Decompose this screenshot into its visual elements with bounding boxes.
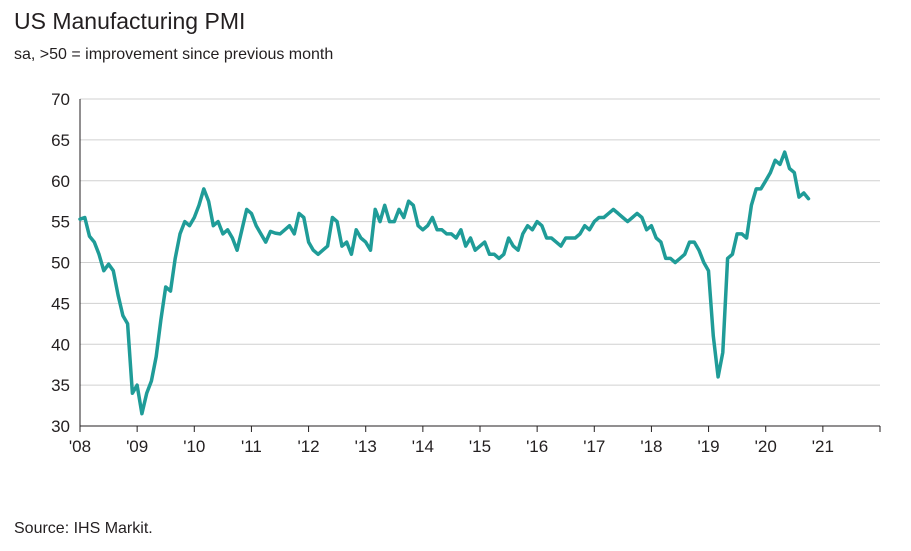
chart-subtitle: sa, >50 = improvement since previous mon…	[14, 46, 334, 63]
series-line-pmi	[78, 150, 811, 416]
gridlines	[80, 98, 880, 386]
y-tick-label: 50	[51, 254, 70, 273]
y-tick-label: 65	[51, 131, 70, 150]
x-tick-label: '19	[697, 437, 719, 456]
x-tick-label: '16	[526, 437, 548, 456]
x-tick-label: '12	[297, 437, 319, 456]
y-tick-label: 45	[51, 294, 70, 313]
x-tick-label: '21	[812, 437, 834, 456]
x-tick-label: '10	[183, 437, 205, 456]
source-note: Source: IHS Markit.	[14, 520, 153, 537]
x-tick-label: '13	[355, 437, 377, 456]
x-tick-label: '17	[583, 437, 605, 456]
series	[78, 150, 811, 416]
y-tick-labels: 30 35 40 45 50 55 60 65 70	[51, 90, 70, 436]
y-tick-label: 55	[51, 213, 70, 232]
y-tick-label: 40	[51, 335, 70, 354]
chart-title: US Manufacturing PMI	[14, 8, 246, 34]
y-tick-label: 60	[51, 172, 70, 191]
x-tick-label: '18	[640, 437, 662, 456]
y-tick-label: 70	[51, 90, 70, 109]
x-tick-label: '15	[469, 437, 491, 456]
x-tick-label: '14	[412, 437, 434, 456]
y-tick-label: 35	[51, 376, 70, 395]
axes	[79, 99, 881, 432]
y-tick-label: 30	[51, 417, 70, 436]
x-tick-label: '08	[69, 437, 91, 456]
x-tick-label: '11	[241, 437, 262, 456]
x-tick-labels: '08 '09 '10 '11 '12 '13 '14 '15 '16 '17 '18 '19 '20 '…	[69, 437, 834, 456]
x-tick-label: '09	[126, 437, 148, 456]
x-tick-label: '20	[755, 437, 777, 456]
